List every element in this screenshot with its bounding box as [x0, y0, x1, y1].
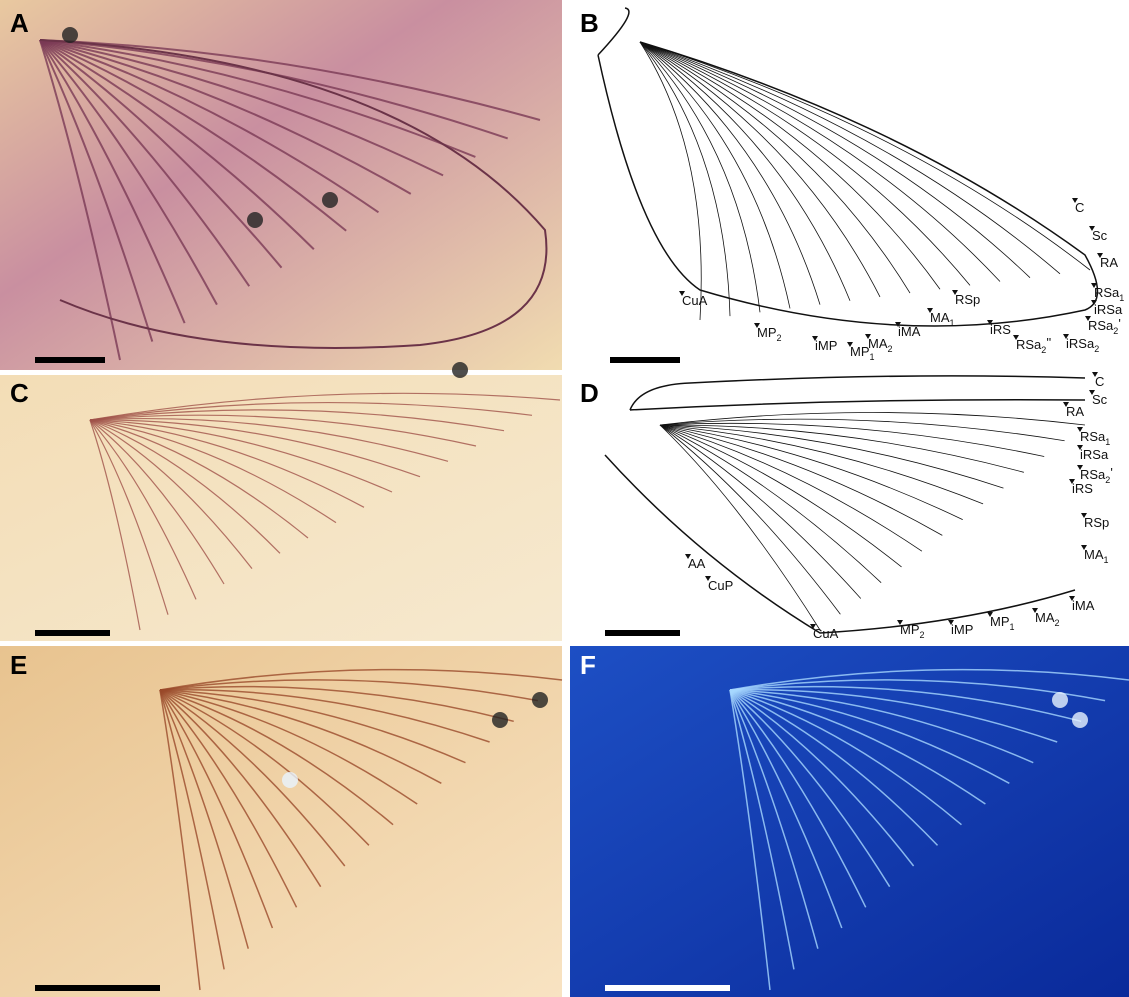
vein-label: RSp: [955, 292, 980, 307]
vein-label-mark: '': [1046, 335, 1051, 350]
panel-label: C: [10, 378, 29, 408]
vein-label-text: C: [1095, 374, 1104, 389]
photo-e: [0, 646, 562, 997]
vein-label-sub: 1: [1010, 622, 1015, 632]
vein-label-text: RSa: [1080, 467, 1106, 482]
bubble: [247, 212, 263, 228]
vein-label: iMA: [898, 324, 921, 339]
vein-label-mark: ': [1110, 465, 1112, 480]
scale-bar: [35, 630, 110, 636]
panel-label: B: [580, 8, 599, 38]
vein-label-text: MA: [930, 310, 950, 325]
photo-f: [570, 646, 1129, 997]
scale-bar: [605, 985, 730, 991]
vein-label: iRSa: [1094, 302, 1123, 317]
bubble: [1072, 712, 1088, 728]
vein-label-mark: ': [1118, 316, 1120, 331]
vein-label-sub: 1: [950, 318, 955, 328]
bubble: [1052, 692, 1068, 708]
vein-label-text: iRSa: [1080, 447, 1109, 462]
vein-label-text: iRSa: [1094, 302, 1123, 317]
vein-label-text: MP: [850, 344, 870, 359]
vein-label-text: CuP: [708, 578, 733, 593]
vein-label-text: iMP: [951, 622, 973, 637]
bubble: [62, 27, 78, 43]
vein-label: AA: [688, 556, 706, 571]
vein-label: Sc: [1092, 392, 1108, 407]
bubble: [492, 712, 508, 728]
vein-label-text: RSp: [1084, 515, 1109, 530]
vein-label-text: RSp: [955, 292, 980, 307]
vein-label-sub: 2: [777, 333, 782, 343]
vein-label: CuP: [708, 578, 733, 593]
vein-label: iMP: [951, 622, 973, 637]
vein-label: iMA: [1072, 598, 1095, 613]
vein-label: iRSa: [1080, 447, 1109, 462]
vein-label: RA: [1100, 255, 1118, 270]
vein-label: CuA: [813, 626, 839, 641]
vein-label: C: [1075, 200, 1084, 215]
bubble: [282, 772, 298, 788]
vein-label-text: MP: [757, 325, 777, 340]
bubble: [452, 362, 468, 378]
scale-bar: [35, 357, 105, 363]
vein-label-text: MP: [990, 614, 1010, 629]
vein-label-text: MA: [1035, 610, 1055, 625]
drawing-d: [570, 375, 1129, 641]
vein-label-sub: 2: [1055, 618, 1060, 628]
panel-label: F: [580, 650, 596, 680]
vein-label-sub: 1: [870, 352, 875, 362]
panel-label: D: [580, 378, 599, 408]
vein-label: RSp: [1084, 515, 1109, 530]
vein-label-sub: 1: [1104, 555, 1109, 565]
vein-label-text: AA: [688, 556, 706, 571]
vein-label-sub: 1: [1105, 437, 1110, 447]
scale-bar: [35, 985, 160, 991]
vein-label: iRS: [1072, 481, 1093, 496]
vein-label-sub: 2: [920, 630, 925, 640]
vein-label: iRS: [990, 322, 1011, 337]
bubble: [532, 692, 548, 708]
vein-label-text: RA: [1066, 404, 1084, 419]
photo-c: [0, 375, 562, 641]
vein-label: CuA: [682, 293, 708, 308]
scale-bar: [610, 357, 680, 363]
vein-label-text: RA: [1100, 255, 1118, 270]
vein-label-text: RSa: [1094, 285, 1120, 300]
vein-label-text: MA: [1084, 547, 1104, 562]
panel-label: E: [10, 650, 27, 680]
vein-label-text: iRS: [1072, 481, 1093, 496]
vein-label-text: iRS: [990, 322, 1011, 337]
vein-label-text: iMP: [815, 338, 837, 353]
panel-label: A: [10, 8, 29, 38]
vein-label-text: RSa: [1088, 318, 1114, 333]
bubble: [322, 192, 338, 208]
vein-label-text: MA: [868, 336, 888, 351]
vein-label: RA: [1066, 404, 1084, 419]
vein-label-text: iRSa: [1066, 336, 1095, 351]
vein-label-text: Sc: [1092, 228, 1108, 243]
vein-label-sub: 2: [1094, 344, 1099, 354]
scale-bar: [605, 630, 680, 636]
vein-label-text: CuA: [682, 293, 708, 308]
vein-label-text: RSa: [1080, 429, 1106, 444]
vein-label: Sc: [1092, 228, 1108, 243]
vein-label-text: iMA: [898, 324, 921, 339]
vein-label-text: C: [1075, 200, 1084, 215]
vein-label-text: CuA: [813, 626, 839, 641]
vein-label-sub: 2: [888, 344, 893, 354]
figure: ABCDEFCScRARSa1iRSaRSa2'iRSa2RSa2''iRSRS…: [0, 0, 1129, 997]
vein-label-text: RSa: [1016, 337, 1042, 352]
vein-label: iMP: [815, 338, 837, 353]
vein-label: C: [1095, 374, 1104, 389]
vein-label-text: iMA: [1072, 598, 1095, 613]
vein-label-text: MP: [900, 622, 920, 637]
vein-label-text: Sc: [1092, 392, 1108, 407]
